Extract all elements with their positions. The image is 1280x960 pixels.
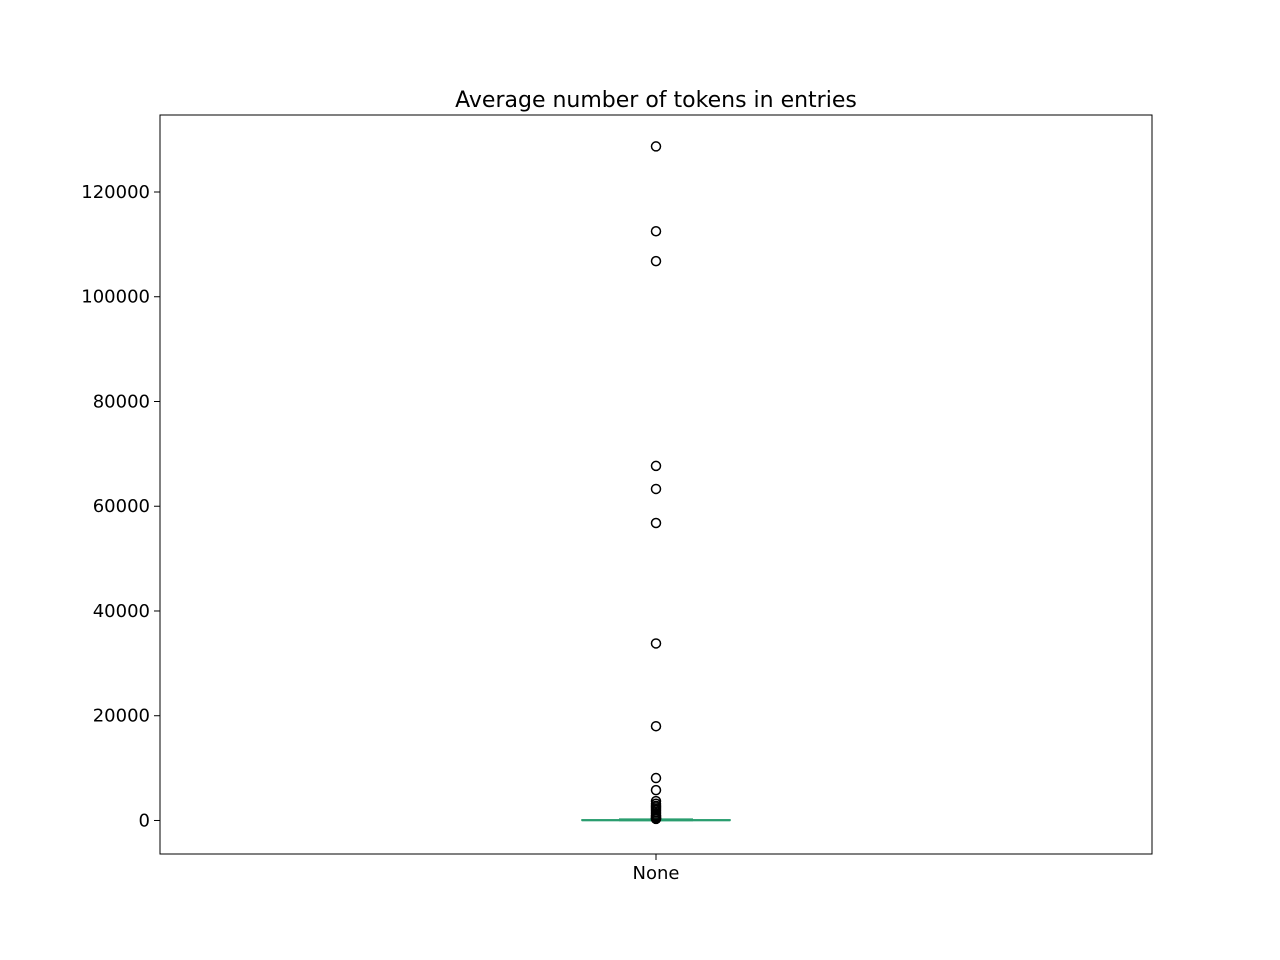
y-tick-label: 20000 (93, 706, 150, 727)
outlier-point (650, 772, 662, 784)
chart-title: Average number of tokens in entries (455, 88, 857, 113)
outlier-point (650, 226, 662, 237)
outlier-point (650, 638, 662, 649)
outlier-point (650, 813, 662, 825)
y-tick-label: 80000 (93, 391, 150, 412)
box-plot-series (581, 141, 731, 825)
outlier-point (650, 720, 662, 732)
y-axis: 0 20000 40000 60000 80000 100000 120000 (81, 182, 160, 831)
outlier-point (650, 255, 662, 267)
x-tick-label: None (633, 863, 680, 884)
outlier-point (650, 784, 662, 796)
y-tick-label: 100000 (81, 287, 150, 308)
x-axis: None (633, 854, 680, 884)
y-tick-label: 60000 (93, 496, 150, 517)
y-tick-label: 0 (139, 810, 150, 831)
y-tick-label: 120000 (81, 182, 150, 203)
outlier-point (650, 460, 662, 472)
outlier-point (650, 141, 662, 152)
y-tick-label: 40000 (93, 601, 150, 622)
outlier-point (650, 483, 662, 495)
outlier-point (650, 517, 662, 529)
